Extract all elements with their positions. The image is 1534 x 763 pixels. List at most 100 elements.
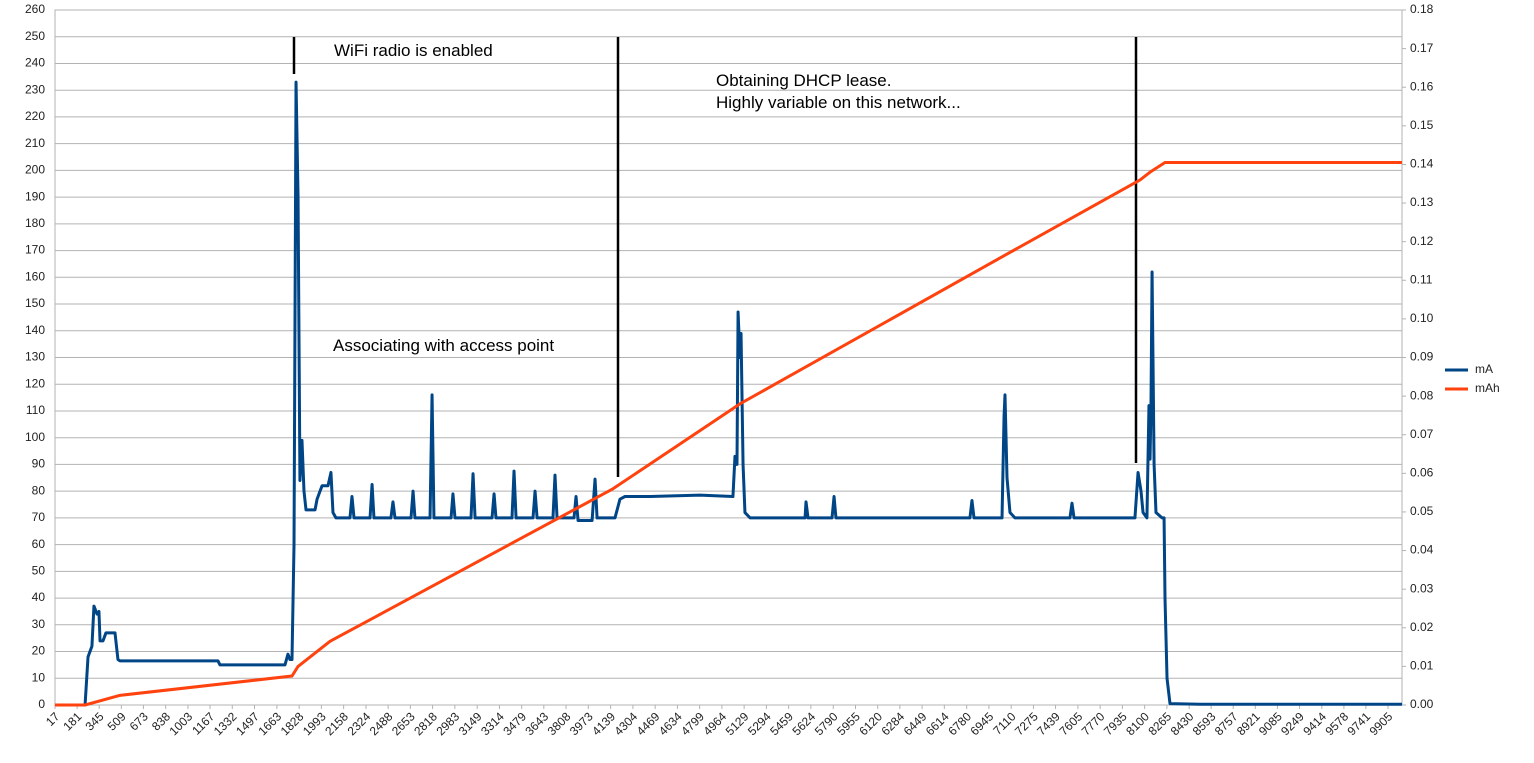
x-tick-label: 4634 (656, 709, 685, 738)
x-tick-label: 7605 (1057, 709, 1086, 738)
y2-tick-label: 0.06 (1410, 466, 1434, 480)
x-tick-label: 7439 (1034, 709, 1063, 738)
x-tick-label: 1993 (300, 709, 329, 738)
x-tick-label: 4469 (634, 709, 663, 738)
series-line (55, 161, 1402, 707)
grid (54, 9, 1406, 709)
y2-tick-label: 0.01 (1410, 659, 1434, 673)
y2-tick-label: 0.14 (1410, 157, 1434, 171)
x-tick-label: 3314 (478, 709, 507, 738)
y2-tick-label: 0.09 (1410, 350, 1434, 364)
x-tick-label: 9414 (1300, 709, 1329, 738)
y2-tick-label: 0.16 (1410, 79, 1434, 93)
x-tick-label: 2488 (367, 709, 396, 738)
x-tick-label: 5294 (745, 709, 774, 738)
x-tick-label: 7770 (1079, 709, 1108, 738)
series-line (55, 80, 1402, 707)
x-tick-label: 2653 (389, 709, 418, 738)
y2-tick-label: 0.12 (1410, 234, 1434, 248)
x-tick-label: 7935 (1101, 709, 1130, 738)
x-tick-label: 6449 (901, 709, 930, 738)
y-tick-label: 80 (32, 483, 46, 497)
y2-tick-label: 0.17 (1410, 41, 1434, 55)
x-tick-label: 6945 (968, 709, 997, 738)
x-tick-label: 5790 (812, 709, 841, 738)
y-tick-label: 140 (25, 323, 45, 337)
x-tick-label: 8430 (1168, 709, 1197, 738)
y-tick-label: 170 (25, 243, 45, 257)
x-tick-label: 7275 (1012, 709, 1041, 738)
x-tick-label: 6284 (878, 709, 907, 738)
y2-tick-label: 0.15 (1410, 118, 1434, 132)
x-tick-label: 3973 (567, 709, 596, 738)
y-tick-label: 70 (32, 510, 46, 524)
y-tick-label: 10 (32, 670, 46, 684)
y-tick-label: 230 (25, 82, 45, 96)
annotation: Highly variable on this network... (716, 93, 961, 112)
x-tick-label: 1828 (278, 709, 307, 738)
y-tick-label: 90 (32, 457, 46, 471)
x-tick-label: 3808 (545, 709, 574, 738)
x-tick-label: 9578 (1322, 709, 1351, 738)
y-tick-label: 190 (25, 189, 45, 203)
y2-tick-label: 0.02 (1410, 620, 1434, 634)
x-tick-label: 3643 (522, 709, 551, 738)
x-tick-label: 1497 (233, 709, 262, 738)
y2-tick-label: 0.03 (1410, 581, 1434, 595)
y-tick-label: 250 (25, 29, 45, 43)
x-tick-label: 4304 (612, 709, 641, 738)
x-tick-label: 509 (105, 709, 129, 733)
y-tick-label: 100 (25, 430, 45, 444)
y-tick-label: 30 (32, 617, 46, 631)
annotation: WiFi radio is enabled (334, 41, 493, 60)
y2-tick-label: 0.13 (1410, 195, 1434, 209)
x-tick-label: 4964 (700, 709, 729, 738)
x-tick-label: 1167 (189, 709, 217, 737)
x-tick-label: 2818 (411, 709, 440, 738)
x-tick-label: 345 (83, 709, 107, 733)
x-tick-label: 9741 (1344, 709, 1373, 738)
y-tick-label: 50 (32, 564, 46, 578)
y-tick-label: 20 (32, 644, 46, 658)
x-tick-label: 1332 (211, 709, 240, 738)
x-tick-label: 673 (127, 709, 151, 733)
x-tick-label: 181 (60, 709, 84, 733)
annotation: Associating with access point (333, 336, 554, 355)
legend-label: mA (1475, 362, 1493, 376)
plot-frame (54, 9, 1403, 706)
x-tick-label: 3149 (456, 709, 485, 738)
y-tick-label: 120 (25, 376, 45, 390)
x-tick-label: 1003 (167, 709, 196, 738)
y2-tick-label: 0.07 (1410, 427, 1434, 441)
x-tick-label: 6780 (945, 709, 974, 738)
x-tick-label: 8593 (1190, 709, 1219, 738)
legend-label: mAh (1475, 381, 1500, 395)
x-tick-label: 5129 (723, 709, 752, 738)
y2-tick-label: 0.08 (1410, 388, 1434, 402)
y2-tick-label: 0.18 (1410, 2, 1434, 16)
annotation: Obtaining DHCP lease. (716, 71, 891, 90)
y-tick-label: 260 (25, 2, 45, 16)
x-tick-label: 4139 (589, 709, 618, 738)
x-tick-label: 9085 (1256, 709, 1285, 738)
y2-tick-label: 0.11 (1410, 272, 1433, 286)
y-tick-label: 0 (38, 697, 45, 711)
x-tick-label: 5624 (789, 709, 818, 738)
x-tick-label: 2324 (345, 709, 374, 738)
y-tick-label: 200 (25, 163, 45, 177)
x-tick-label: 8921 (1234, 709, 1263, 738)
x-tick-label: 8265 (1145, 709, 1174, 738)
x-tick-label: 3479 (500, 709, 529, 738)
y2-tick-label: 0.05 (1410, 504, 1434, 518)
y2-tick-label: 0.10 (1410, 311, 1434, 325)
y-tick-label: 180 (25, 216, 45, 230)
x-tick-label: 2158 (322, 709, 351, 738)
x-tick-label: 5459 (767, 709, 796, 738)
x-tick-label: 17 (43, 709, 63, 729)
y-tick-label: 220 (25, 109, 45, 123)
x-tick-label: 7110 (990, 709, 1018, 737)
x-tick-label: 6614 (923, 709, 952, 738)
y2-tick-label: 0.00 (1410, 697, 1434, 711)
x-tick-label: 9249 (1278, 709, 1307, 738)
x-tick-label: 5955 (834, 709, 863, 738)
